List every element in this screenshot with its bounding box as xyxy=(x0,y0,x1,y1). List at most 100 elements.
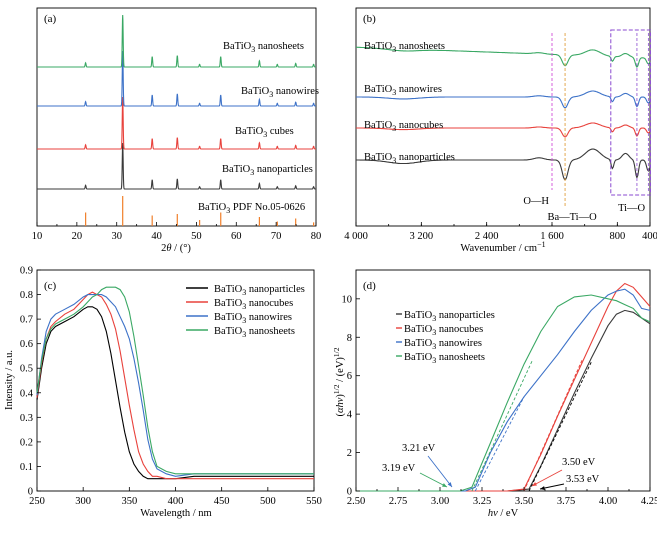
xrd-series-label-part: BaTiO xyxy=(235,126,264,137)
panel-c-legend-label-part: BaTiO xyxy=(214,284,243,295)
ti-o-annotation: Ti—O xyxy=(618,203,645,214)
xrd-series-label-part: nanowires xyxy=(273,86,319,97)
panel-c-legend-label-part: BaTiO xyxy=(214,298,243,309)
panel-c-xtick-label: 450 xyxy=(214,496,230,507)
panel-d-ylabel-part: ) xyxy=(335,394,346,398)
xrd-series-label: BaTiO3 cubes xyxy=(235,126,294,139)
ftir-series-label: BaTiO3 nanowires xyxy=(364,84,442,97)
tauc-arrow-head xyxy=(540,486,545,490)
panel-a-xtick-label: 30 xyxy=(111,231,122,242)
xrd-series-label-part: cubes xyxy=(267,126,294,137)
panel-b-xtick-label: 3 200 xyxy=(410,231,434,242)
panel-d-ytick-label: 6 xyxy=(347,371,352,382)
reference-label-sub: 3 xyxy=(226,206,230,215)
panel-a-label: (a) xyxy=(44,13,57,25)
panel-c-legend-label-part: nanosheets xyxy=(246,326,295,337)
xrd-series-label: BaTiO3 nanosheets xyxy=(223,41,304,54)
panel-d-legend-label-part: nanoparticles xyxy=(436,310,495,321)
panel-d-legend-label-sub: 3 xyxy=(432,342,436,351)
ftir-series-label: BaTiO3 nanosheets xyxy=(364,41,445,54)
panel-c-legend-label-sub: 3 xyxy=(242,330,246,339)
panel-c-legend-label-part: BaTiO xyxy=(214,312,243,323)
panel-b-xtick-label: 4 000 xyxy=(344,231,368,242)
panel-d-legend-label-part: nanosheets xyxy=(436,352,485,363)
panel-c-legend-label: BaTiO3 nanowires xyxy=(214,312,292,325)
tauc-arrow xyxy=(427,455,453,488)
panel-b-xlabel: Wavenumber / cm−1 xyxy=(460,240,545,254)
panel-c-ytick-label: 0.9 xyxy=(20,266,33,277)
ftir-series-label-part: BaTiO xyxy=(364,41,393,52)
panel-d-xtick-label: 4.00 xyxy=(599,496,617,507)
ba-ti-o-annotation: Ba—Ti—O xyxy=(547,212,597,223)
panel-d-legend-label-part: BaTiO xyxy=(404,352,433,363)
tauc-annotation: 3.21 eV xyxy=(402,443,436,454)
ftir-series-label: BaTiO3 nanoparticles xyxy=(364,152,455,165)
ftir-series-3 xyxy=(356,46,651,69)
ftir-series-label-sub: 3 xyxy=(392,88,396,97)
ftir-series-0 xyxy=(356,148,651,181)
ftir-series-2 xyxy=(356,90,651,109)
panel-d-xtick-label: 2.75 xyxy=(389,496,407,507)
panel-c-ytick-label: 0.6 xyxy=(20,339,33,350)
reference-label-part: BaTiO xyxy=(198,202,227,213)
panel-d-xlabel: hν / eV xyxy=(488,508,519,519)
uv-series-2 xyxy=(36,294,314,477)
ftir-series-1 xyxy=(356,122,651,138)
panel-d-ylabel-part: 1/2 xyxy=(332,384,341,394)
panel-c-legend-label: BaTiO3 nanoparticles xyxy=(214,284,305,297)
ftir-series-label-sub: 3 xyxy=(392,45,396,54)
xrd-series-label-part: BaTiO xyxy=(222,164,251,175)
panel-c-legend-label-sub: 3 xyxy=(242,288,246,297)
panel-a-xtick-label: 80 xyxy=(311,231,322,242)
uv-series-1 xyxy=(36,291,314,480)
panel-d-xlabel-part: hν xyxy=(488,508,498,519)
panel-d-legend-label-sub: 3 xyxy=(432,314,436,323)
panel-a-xlabel-part: θ xyxy=(166,243,171,254)
reference-label: BaTiO3 PDF No.05-0626 xyxy=(198,202,305,215)
panel-c-xtick-label: 500 xyxy=(260,496,276,507)
panel-a-xlabel-part: / (°) xyxy=(172,243,192,254)
panel-c-ytick-label: 0.5 xyxy=(20,364,33,375)
panel-a-xtick-label: 20 xyxy=(72,231,83,242)
xrd-series-1 xyxy=(37,96,316,150)
panel-b-xlabel-sup: −1 xyxy=(537,240,546,249)
tauc-arrow-head xyxy=(532,482,537,486)
panel-d-legend-label-sub: 3 xyxy=(432,356,436,365)
panel-d-xtick-label: 2.50 xyxy=(347,496,365,507)
xrd-series-0 xyxy=(37,142,316,190)
ftir-series-label-sub: 3 xyxy=(392,156,396,165)
panel-c-ytick-label: 0.1 xyxy=(20,462,33,473)
panel-c-ytick-label: 0.4 xyxy=(20,388,34,399)
panel-d-ytick-label: 8 xyxy=(347,333,352,344)
xrd-series-label-part: BaTiO xyxy=(223,41,252,52)
panel-d-xtick-label: 4.25 xyxy=(641,496,657,507)
panel-d-legend-label: BaTiO3 nanocubes xyxy=(404,324,483,337)
ti-o-region-box xyxy=(610,29,651,196)
panel-a-xlabel-part: 2 xyxy=(161,243,166,254)
panel-c-ylabel: Intensity / a.u. xyxy=(4,350,15,410)
oh-annotation: O—H xyxy=(523,196,549,207)
panel-b-label: (b) xyxy=(363,13,376,25)
panel-c-legend-label-sub: 3 xyxy=(242,302,246,311)
panel-d-ytick-label: 10 xyxy=(342,294,353,305)
xrd-series-label-part: nanoparticles xyxy=(254,164,313,175)
panel-d-legend-label: BaTiO3 nanowires xyxy=(404,338,482,351)
tauc-series-0 xyxy=(356,309,651,492)
tauc-annotation: 3.19 eV xyxy=(382,463,416,474)
tauc-arrow-head xyxy=(447,482,452,487)
panel-d-ytick-label: 0 xyxy=(347,487,352,498)
xrd-series-3 xyxy=(37,14,316,68)
panel-c-legend-label-part: BaTiO xyxy=(214,326,243,337)
panel-a-xtick-label: 70 xyxy=(271,231,282,242)
panel-d-ylabel-part: αhν xyxy=(335,397,346,413)
panel-a-xtick-label: 60 xyxy=(231,231,242,242)
xrd-series-label-sub: 3 xyxy=(263,130,267,139)
tauc-tangent xyxy=(528,362,592,492)
panel-d-legend-label: BaTiO3 nanoparticles xyxy=(404,310,495,323)
panel-d-legend-label: BaTiO3 nanosheets xyxy=(404,352,485,365)
panel-d-ylabel-part: ( xyxy=(335,413,346,417)
panel-d-legend-label-part: BaTiO xyxy=(404,324,433,335)
tauc-arrow-head xyxy=(442,483,447,487)
tauc-tangent xyxy=(523,358,584,492)
